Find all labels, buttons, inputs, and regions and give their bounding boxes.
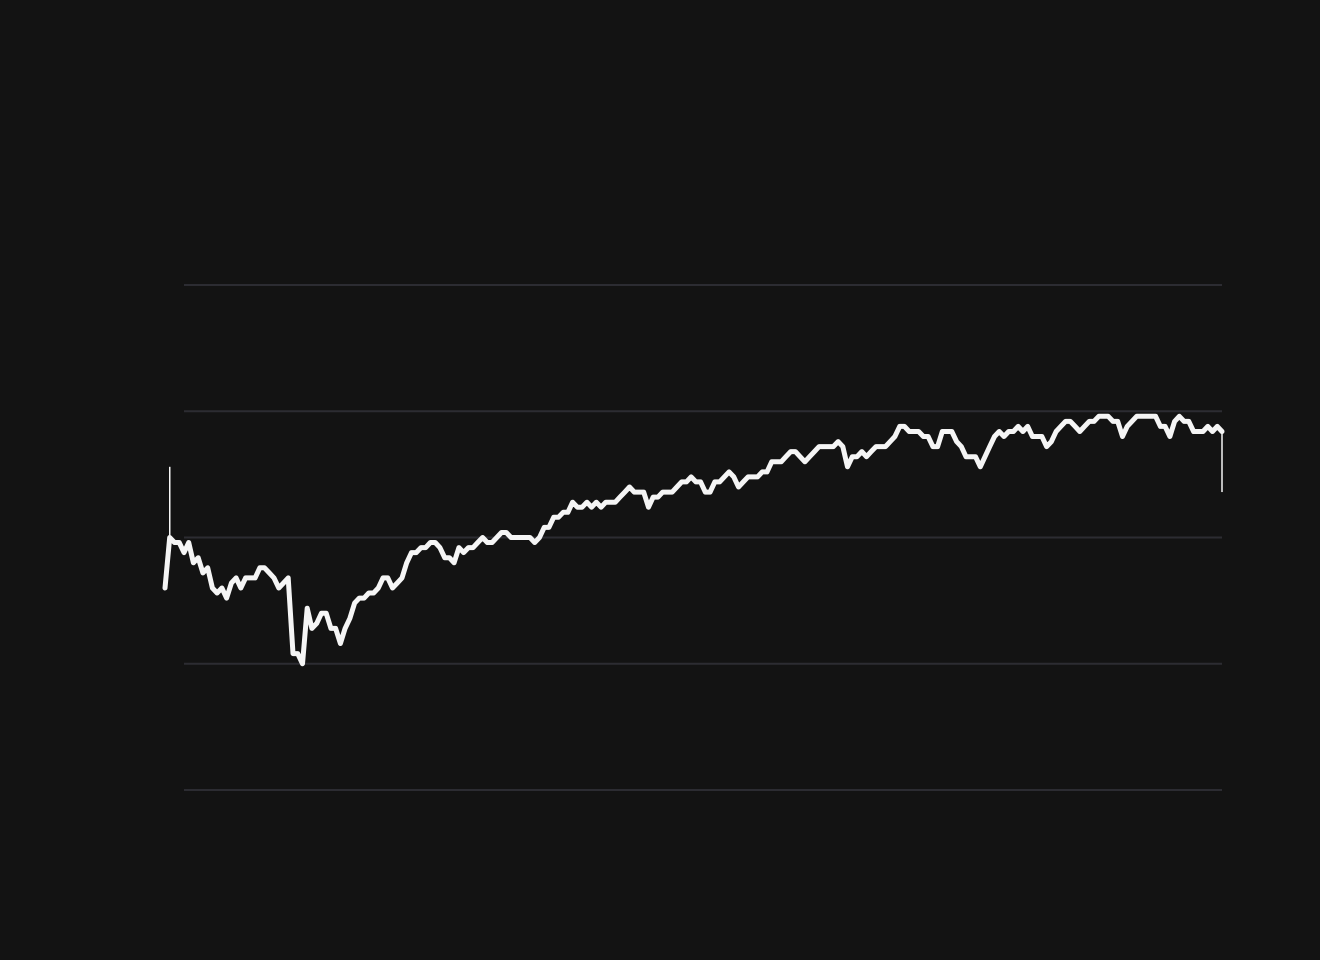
markers [168,431,1223,538]
gridlines [184,284,1222,791]
series-line [162,413,1225,667]
